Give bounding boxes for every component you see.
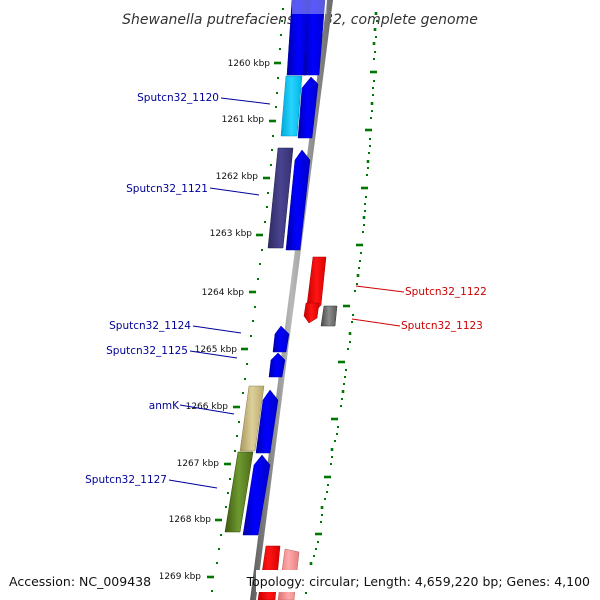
accession-text: Accession: NC_009438 — [9, 574, 151, 589]
tick-label: 1260 kbp — [228, 59, 271, 69]
gene-feature[interactable] — [255, 389, 279, 454]
topology-text: Topology: circular; Length: 4,659,220 bp… — [246, 574, 590, 589]
tick-label: 1269 kbp — [159, 572, 202, 582]
gene-feature-sputcn32-1120[interactable] — [280, 75, 303, 137]
gene-feature-sputcn32-1127[interactable] — [224, 451, 254, 533]
tick-label: 1265 kbp — [195, 345, 238, 355]
gene-feature[interactable] — [302, 0, 326, 76]
tick-label: 1263 kbp — [210, 229, 253, 239]
gene-feature-sputcn32-1125[interactable] — [268, 352, 286, 378]
gene-label-anmk[interactable]: anmK — [149, 400, 180, 412]
tick-label: 1261 kbp — [222, 115, 265, 125]
tick-label: 1262 kbp — [216, 172, 259, 182]
gene-feature-sputcn32-1124[interactable] — [272, 325, 290, 353]
gene-label-sputcn32-1127[interactable]: Sputcn32_1127 — [85, 474, 167, 486]
outer-tick-ring — [309, 12, 378, 565]
tick-label: 1266 kbp — [186, 402, 229, 412]
tick-label: 1268 kbp — [169, 515, 212, 525]
tick-label: 1264 kbp — [202, 288, 245, 298]
gene-label-sputcn32-1123[interactable]: Sputcn32_1123 — [401, 320, 483, 332]
label-leaders — [168, 97, 405, 489]
gene-feature[interactable] — [303, 302, 320, 324]
gene-feature-anmk[interactable] — [239, 385, 265, 452]
gene-label-sputcn32-1124[interactable]: Sputcn32_1124 — [109, 320, 191, 332]
gene-label-sputcn32-1125[interactable]: Sputcn32_1125 — [106, 345, 188, 357]
gene-feature-sputcn32-1121[interactable] — [267, 147, 294, 249]
scale-tick-dots — [211, 8, 284, 592]
scale-labels: 1260 kbp 1261 kbp 1262 kbp 1263 kbp 1264… — [159, 59, 271, 582]
gene-label-sputcn32-1122[interactable]: Sputcn32_1122 — [405, 286, 487, 298]
scale-tick-marks — [207, 61, 281, 579]
tick-label: 1267 kbp — [177, 459, 220, 469]
gene-feature[interactable] — [297, 76, 319, 139]
gene-feature[interactable] — [242, 454, 271, 536]
gene-label-sputcn32-1121[interactable]: Sputcn32_1121 — [126, 183, 208, 195]
genome-backbone — [250, 0, 333, 600]
reverse-gene-track[interactable] — [303, 256, 338, 327]
gene-label-sputcn32-1120[interactable]: Sputcn32_1120 — [137, 92, 219, 104]
gene-feature-sputcn32-1123[interactable] — [320, 305, 338, 327]
gene-feature[interactable] — [285, 149, 311, 251]
gene-labels: Sputcn32_1120 Sputcn32_1121 Sputcn32_112… — [85, 92, 487, 486]
